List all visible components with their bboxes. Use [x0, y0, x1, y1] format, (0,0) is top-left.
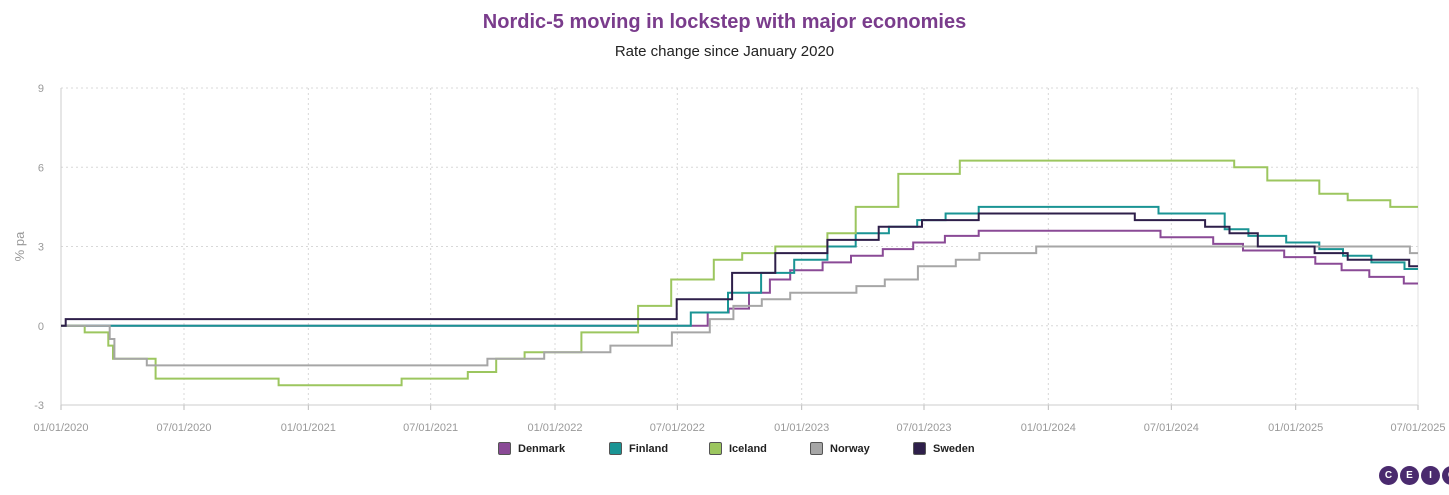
x-tick-label: 01/01/2023 [774, 422, 829, 434]
y-tick-label: 6 [38, 162, 44, 174]
x-tick-label: 07/01/2024 [1144, 422, 1199, 434]
logo-letter: I [1421, 466, 1440, 485]
legend-item-norway[interactable]: Norway [810, 442, 870, 455]
x-tick-label: 01/01/2025 [1268, 422, 1323, 434]
x-tick-label: 07/01/2020 [156, 422, 211, 434]
legend-swatch [609, 442, 622, 455]
chart-subtitle: Rate change since January 2020 [614, 43, 835, 60]
legend-label: Sweden [933, 442, 975, 455]
series-line-denmark [61, 229, 1418, 327]
legend: Denmark Finland Iceland Norway Sweden [0, 442, 1449, 462]
legend-item-denmark[interactable]: Denmark [498, 442, 565, 455]
y-tick-label: 9 [38, 83, 44, 95]
y-tick-label: -3 [34, 400, 44, 412]
legend-item-iceland[interactable]: Iceland [709, 442, 767, 455]
legend-swatch [913, 442, 926, 455]
y-axis-label: % pa [12, 231, 27, 261]
x-tick-label: 01/01/2021 [281, 422, 336, 434]
legend-label: Finland [629, 442, 669, 455]
series-line-iceland [61, 159, 1418, 387]
ceic-logo: CEIC [1379, 466, 1449, 486]
legend-swatch [498, 442, 511, 455]
legend-label: Iceland [729, 442, 767, 455]
legend-item-sweden[interactable]: Sweden [913, 442, 975, 455]
series-line-norway [61, 245, 1418, 367]
y-tick-label: 3 [38, 242, 44, 254]
x-tick-label: 01/01/2022 [527, 422, 582, 434]
logo-letter: C [1379, 466, 1398, 485]
x-tick-label: 07/01/2025 [1390, 422, 1445, 434]
logo-letter: C [1442, 466, 1449, 485]
logo-letter: E [1400, 466, 1419, 485]
y-tick-label: 0 [38, 321, 44, 333]
x-tick-label: 01/01/2024 [1021, 422, 1076, 434]
legend-swatch [709, 442, 722, 455]
chart-title: Nordic-5 moving in lockstep with major e… [482, 11, 967, 33]
legend-label: Denmark [518, 442, 566, 455]
legend-label: Norway [830, 442, 870, 455]
series-line-sweden [61, 212, 1418, 327]
x-tick-label: 07/01/2022 [650, 422, 705, 434]
legend-swatch [810, 442, 823, 455]
legend-item-finland[interactable]: Finland [609, 442, 668, 455]
x-tick-label: 01/01/2020 [33, 422, 88, 434]
x-tick-label: 07/01/2023 [896, 422, 951, 434]
x-tick-label: 07/01/2021 [403, 422, 458, 434]
